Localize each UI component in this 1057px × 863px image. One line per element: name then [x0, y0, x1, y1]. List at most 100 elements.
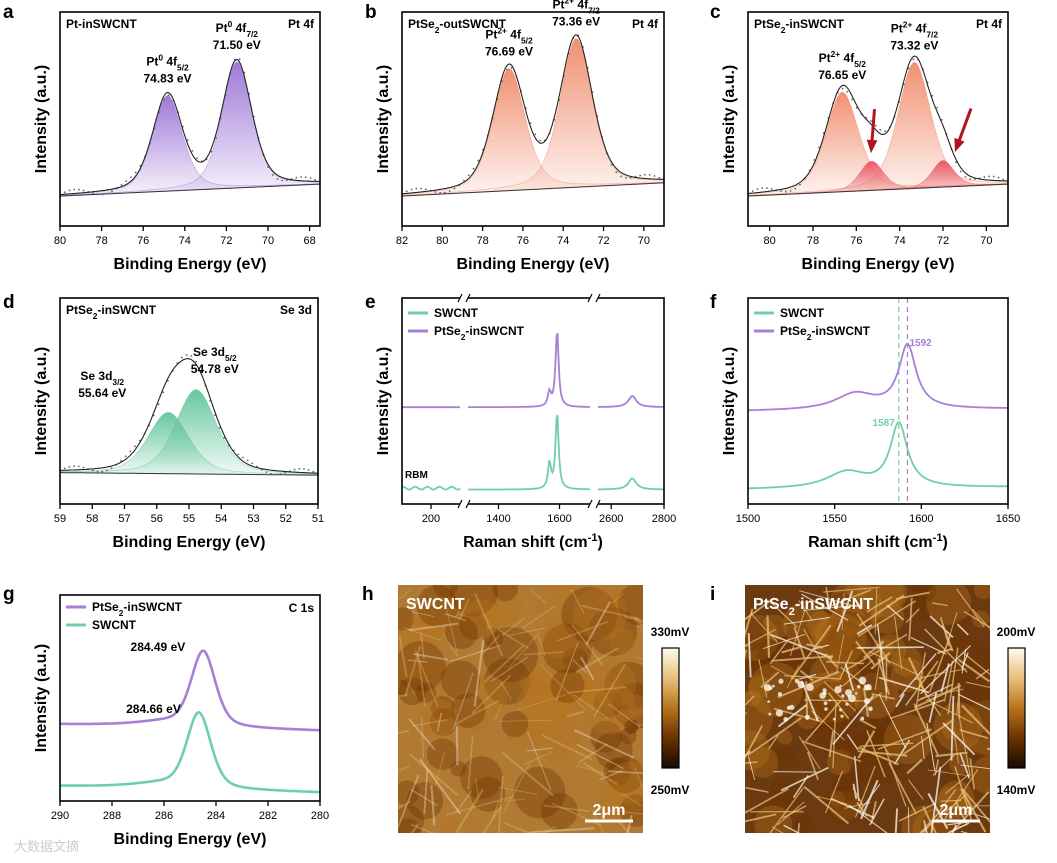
- map-blotch: [398, 805, 425, 833]
- xtick-label: 1600: [547, 513, 571, 525]
- map-blotch: [626, 694, 643, 717]
- map-fiber: [832, 703, 837, 769]
- map-fiber: [823, 681, 857, 712]
- map-blotch: [973, 585, 990, 600]
- raw-data-point: [610, 163, 613, 166]
- map-fiber: [860, 742, 914, 748]
- map-blotch: [478, 585, 524, 626]
- map-fiber: [871, 693, 896, 700]
- region-label: Pt 4f: [288, 17, 315, 31]
- map-fiber: [521, 605, 556, 630]
- map-fiber: [857, 600, 916, 637]
- map-fiber: [935, 751, 968, 758]
- xtick-label: 280: [311, 810, 329, 822]
- peak-energy-0: 55.64 eV: [78, 386, 126, 400]
- map-fiber: [895, 591, 930, 600]
- peak-energy-0: 76.69 eV: [485, 45, 533, 59]
- map-blotch: [582, 675, 596, 689]
- raw-data-point: [284, 471, 287, 474]
- map-fiber: [410, 823, 420, 833]
- xtick-label: 74: [179, 235, 191, 247]
- map-fiber: [961, 648, 967, 674]
- peak-value: 284.49 eV: [131, 640, 186, 654]
- region-label: Pt 4f: [632, 17, 659, 31]
- panel-b-frame: [401, 11, 665, 227]
- raw-data-point: [907, 67, 910, 70]
- map-fiber: [770, 602, 798, 628]
- map-blotch: [445, 616, 478, 650]
- map-fiber: [491, 656, 529, 682]
- peak-label-0-part: Pt: [146, 55, 158, 69]
- map-fiber: [624, 615, 643, 623]
- map-fiber: [576, 743, 624, 770]
- map-fiber: [398, 800, 412, 811]
- xtick-label: 70: [638, 235, 650, 247]
- map-blotch: [549, 663, 593, 706]
- map-fiber: [927, 769, 971, 777]
- map-blotch: [960, 700, 990, 756]
- map-title-part: PtSe: [753, 596, 789, 613]
- raw-data-point: [648, 174, 651, 176]
- spectrum-SWCNT: [468, 414, 590, 491]
- xlabel: Binding Energy (eV): [457, 256, 610, 273]
- map-fiber: [807, 751, 819, 780]
- map-fiber: [634, 767, 643, 790]
- map-fiber: [825, 589, 872, 609]
- xtick-label: 68: [303, 235, 315, 247]
- map-fiber: [957, 682, 961, 719]
- map-fiber: [527, 731, 552, 791]
- map-fiber: [863, 640, 885, 659]
- map-fiber: [856, 646, 924, 649]
- map-blotch: [847, 728, 904, 785]
- xtick-label: 80: [54, 235, 66, 247]
- map-blotch: [748, 747, 779, 778]
- raw-data-point: [312, 470, 315, 473]
- map-fiber: [874, 588, 878, 635]
- map-bright-spot: [858, 676, 867, 685]
- peak-label-1: Pt2+ 4f7/2: [553, 0, 601, 16]
- map-fiber: [907, 779, 924, 800]
- map-fiber: [570, 588, 585, 615]
- map-blotch: [745, 730, 771, 771]
- panel-e-frame: [401, 297, 665, 505]
- map-blotch: [604, 661, 643, 710]
- map-bright-spot: [822, 691, 827, 696]
- map-fiber: [414, 649, 439, 708]
- raw-data-point: [855, 106, 858, 109]
- map-fiber: [944, 773, 970, 795]
- map-fiber: [474, 778, 480, 798]
- raw-data-point: [959, 170, 962, 173]
- map-fiber: [894, 808, 899, 833]
- raw-data-point: [799, 183, 801, 186]
- map-fiber: [566, 710, 585, 718]
- peak-label-0-part: 5/2: [854, 59, 866, 69]
- xlabel: Binding Energy (eV): [114, 256, 267, 273]
- raw-data-point: [529, 122, 532, 125]
- sample-label-part: PtSe: [408, 17, 435, 31]
- map-fiber: [856, 613, 891, 664]
- envelope-line: [60, 358, 319, 474]
- raw-data-point: [314, 179, 317, 181]
- xlabel-part: Raman shift (cm: [808, 534, 932, 551]
- map-blotch: [449, 585, 499, 617]
- map-fiber: [797, 823, 801, 833]
- xtick-label: 56: [151, 513, 163, 525]
- map-blotch: [461, 598, 501, 638]
- raw-data-point: [195, 360, 197, 363]
- map-blotch: [572, 587, 627, 642]
- raw-data-point: [912, 58, 915, 61]
- peak-label-0-part: 5/2: [177, 63, 189, 73]
- map-fiber: [747, 755, 756, 781]
- peak-label-0-part: 5/2: [521, 36, 533, 46]
- map-fiber: [591, 808, 604, 833]
- xtick-label: 74: [557, 235, 569, 247]
- map-fiber: [543, 804, 590, 813]
- peak-label-0-part: Pt: [485, 28, 497, 42]
- map-blotch: [459, 612, 487, 640]
- map-bright-spot: [767, 700, 770, 703]
- legend-label: PtSe2-inSWCNT: [92, 600, 183, 618]
- raw-data-point: [936, 106, 938, 109]
- raw-data-point: [884, 130, 886, 133]
- map-fiber: [913, 703, 939, 756]
- map-fiber: [492, 802, 500, 819]
